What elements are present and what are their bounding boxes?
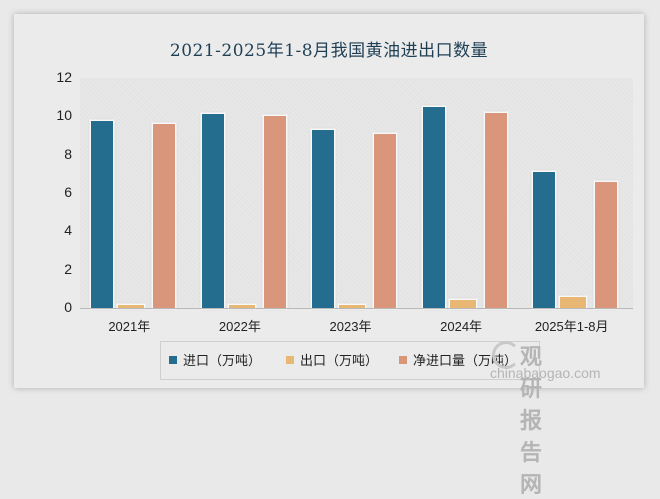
bar-export xyxy=(118,305,144,308)
plot-area xyxy=(80,78,633,308)
y-tick-label: 6 xyxy=(64,184,72,200)
legend-swatch-import xyxy=(169,355,177,364)
y-tick-label: 0 xyxy=(64,299,72,315)
y-tick-label: 12 xyxy=(56,69,72,85)
x-tick-label: 2025年1-8月 xyxy=(534,319,609,334)
chart-title: 2021-2025年1-8月我国黄油进出口数量 xyxy=(169,41,489,61)
x-tick-label: 2021年 xyxy=(108,319,151,334)
bar-import xyxy=(201,114,224,308)
watermark-cn: 观研报告网 xyxy=(520,344,544,497)
bar-import xyxy=(91,121,113,308)
legend-item-net-import: 净进口量（万吨） xyxy=(399,350,517,369)
y-tick-label: 10 xyxy=(56,107,72,124)
legend-label-import: 进口（万吨） xyxy=(183,354,262,369)
legend: 进口（万吨） 出口（万吨） 净进口量（万吨） xyxy=(160,341,540,380)
legend-item-import: 进口（万吨） xyxy=(169,350,261,369)
legend-label-net-import: 净进口量（万吨） xyxy=(413,354,518,369)
chart-card: 2021-2025年1-8月我国黄油进出口数量 进口（万吨） 出口（万吨） 净进… xyxy=(14,14,644,497)
legend-item-export: 出口（万吨） xyxy=(286,350,378,369)
x-tick-label: 2023年 xyxy=(329,319,372,334)
x-tick-label: 2022年 xyxy=(218,319,261,334)
legend-label-export: 出口（万吨） xyxy=(300,354,379,369)
bar-net-import xyxy=(263,116,286,308)
watermark-logo-icon xyxy=(492,341,520,369)
bar-export xyxy=(449,300,476,308)
bar-net-import xyxy=(484,113,507,308)
x-axis-line xyxy=(80,308,633,309)
legend-swatch-export xyxy=(286,355,294,364)
y-tick-label: 2 xyxy=(64,260,72,277)
bar-net-import xyxy=(595,181,618,308)
bar-export xyxy=(228,305,255,308)
bar-export xyxy=(339,305,366,308)
bar-import xyxy=(312,129,335,308)
y-tick-label: 8 xyxy=(64,145,72,162)
bar-import xyxy=(533,171,556,308)
bar-export xyxy=(560,296,587,308)
x-tick-label: 2024年 xyxy=(440,319,483,334)
watermark-en: chinabaogao.com xyxy=(490,365,601,381)
bar-net-import xyxy=(153,124,175,308)
y-tick-label: 4 xyxy=(64,222,72,239)
bar-net-import xyxy=(374,133,397,308)
bar-import xyxy=(422,106,445,308)
legend-swatch-net-import xyxy=(399,355,407,364)
